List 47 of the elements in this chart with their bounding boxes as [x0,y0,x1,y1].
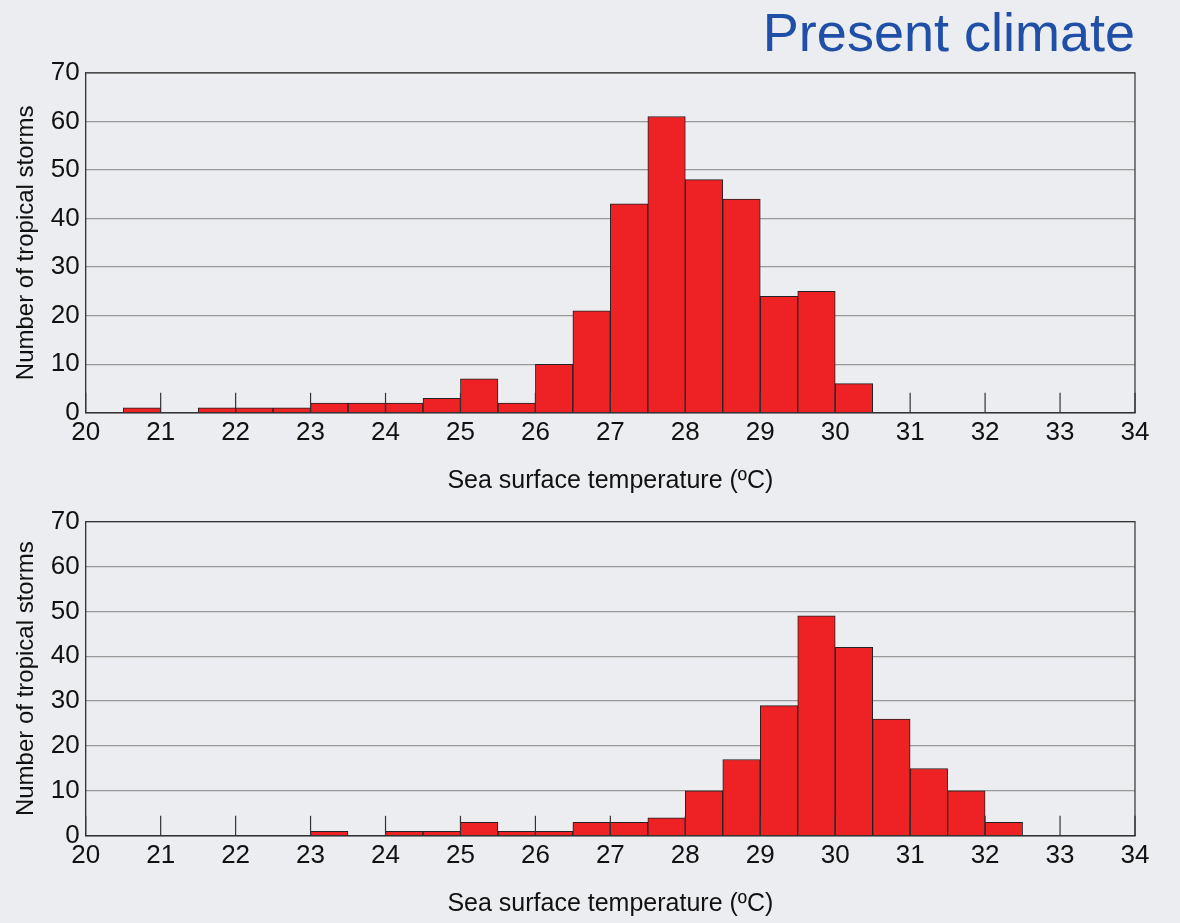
x-tick-label: 26 [520,415,550,446]
x-tick-label: 22 [221,838,251,869]
x-tick-label: 33 [1045,415,1075,446]
x-tick-label: 32 [970,415,1000,446]
chart-title: Present climate [762,2,1135,63]
y-tick-label: 10 [50,774,80,805]
x-tick-label: 22 [221,415,251,446]
x-tick-label: 24 [371,415,400,446]
y-tick-label: 40 [50,639,80,670]
y-tick-label: 10 [50,347,80,378]
x-tick-label: 28 [670,838,700,869]
x-tick-label: 25 [446,415,475,446]
x-tick-label: 25 [446,838,475,869]
y-axis-title: Number of tropical storms [11,541,39,817]
x-tick-label: 29 [745,838,775,869]
x-tick-label: 27 [595,838,625,869]
x-tick-label: 24 [371,838,400,869]
y-tick-label: 60 [50,549,80,580]
x-tick-label: 21 [146,415,176,446]
x-axis-title: Sea surface temperature (ºC) [447,464,774,493]
y-tick-label: 20 [50,298,80,329]
x-tick-label: 26 [520,838,550,869]
y-tick-label: 50 [50,153,80,184]
x-tick-label: 34 [1120,415,1150,446]
x-tick-label: 29 [745,415,775,446]
y-tick-label: 30 [50,684,80,715]
y-tick-label: 30 [50,250,80,281]
x-tick-label: 23 [296,415,326,446]
y-tick-label: 20 [50,729,80,760]
y-tick-label: 60 [50,104,80,135]
x-tick-label: 30 [820,838,850,869]
x-tick-label: 28 [670,415,700,446]
x-axis-title: Sea surface temperature (ºC) [447,887,774,916]
x-tick-label: 23 [296,838,326,869]
x-tick-label: 31 [895,415,925,446]
x-tick-label: 30 [820,415,850,446]
x-tick-label: 33 [1045,838,1075,869]
x-tick-label: 27 [595,415,625,446]
y-tick-label: 70 [50,504,80,535]
x-tick-label: 34 [1120,838,1150,869]
x-tick-label: 32 [970,838,1000,869]
x-tick-label: 21 [146,838,176,869]
y-tick-label: 40 [50,201,80,232]
x-tick-label: 31 [895,838,925,869]
y-axis-title: Number of tropical storms [11,105,39,381]
y-tick-label: 70 [50,55,80,86]
y-tick-label: 50 [50,594,80,625]
